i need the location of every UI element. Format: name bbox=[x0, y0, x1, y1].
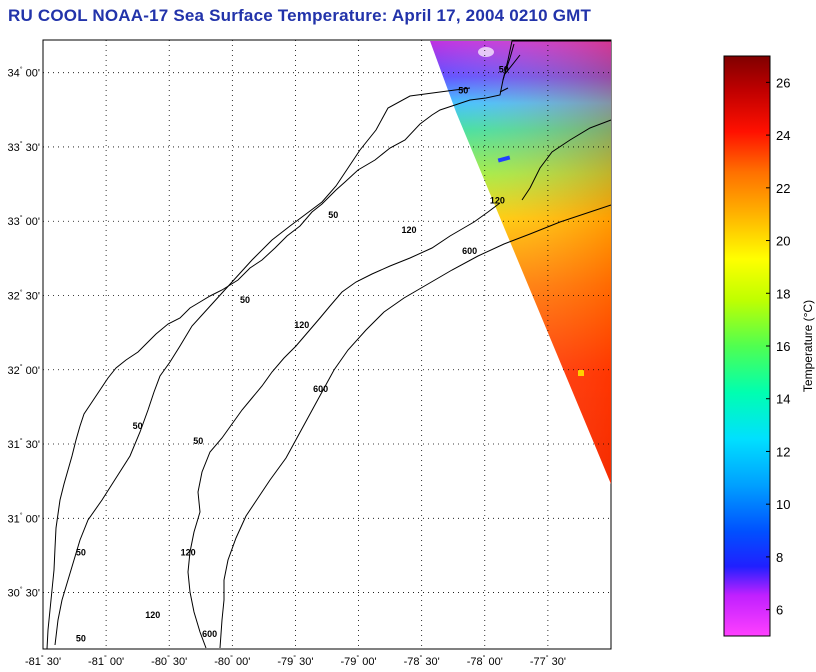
isobath-label: 50 bbox=[76, 547, 86, 557]
latitude-tick-label: 34° 00' bbox=[8, 66, 40, 80]
coastline bbox=[46, 40, 611, 650]
colorbar-label: Temperature (°C) bbox=[801, 300, 815, 392]
latitude-tick-label: 32° 00' bbox=[8, 363, 40, 377]
isobath-label: 50 bbox=[458, 85, 468, 95]
isobath-label: 50 bbox=[328, 210, 338, 220]
colorbar-tick-label: 14 bbox=[776, 392, 790, 407]
colorbar-tick-label: 6 bbox=[776, 603, 783, 618]
longitude-tick-label: -78° 30' bbox=[404, 654, 440, 668]
longitude-tick-label: -81° 30' bbox=[25, 654, 61, 668]
longitude-tick-label: -79° 00' bbox=[340, 654, 376, 668]
latitude-tick-label: 32° 30' bbox=[8, 288, 40, 302]
colorbar-tick-label: 24 bbox=[776, 128, 790, 143]
colorbar-tick-label: 26 bbox=[776, 75, 790, 90]
colorbar-tick-label: 22 bbox=[776, 181, 790, 196]
latitude-tick-label: 31° 00' bbox=[8, 511, 40, 525]
isobath-label: 600 bbox=[462, 246, 477, 256]
isobath-labels: 50 50 120 600 50 120 50 120 600 50 50 50 120 120 600 50 bbox=[76, 65, 509, 644]
latitude-tick-label: 33° 00' bbox=[8, 214, 40, 228]
longitude-tick-label: -80° 30' bbox=[151, 654, 187, 668]
longitude-tick-label: -81° 00' bbox=[88, 654, 124, 668]
isobath-label: 600 bbox=[202, 629, 217, 639]
latitude-tick-label: 33° 30' bbox=[8, 140, 40, 154]
colorbar-tick-label: 20 bbox=[776, 234, 790, 249]
sst-swath bbox=[430, 41, 611, 484]
coastline-inlets bbox=[499, 43, 521, 93]
longitude-tick-label: -79° 30' bbox=[277, 654, 313, 668]
isobath-label: 120 bbox=[402, 225, 417, 235]
isobath-label: 120 bbox=[490, 195, 505, 205]
isobath-label: 50 bbox=[240, 295, 250, 305]
longitude-tick-labels: -81° 30' -81° 00' -80° 30' -80° 00' -79° 30'… bbox=[25, 654, 566, 668]
longitude-tick-label: -78° 00' bbox=[467, 654, 503, 668]
isobath-label: 120 bbox=[145, 610, 160, 620]
latitude-tick-label: 31° 30' bbox=[8, 437, 40, 451]
colorbar-tick-label: 16 bbox=[776, 339, 790, 354]
colorbar-tick-label: 10 bbox=[776, 497, 790, 512]
isobath-label: 120 bbox=[294, 320, 309, 330]
colorbar-tick-label: 12 bbox=[776, 444, 790, 459]
colorbar: 6 8 10 12 14 16 18 20 22 24 26 Temperature (°C) bbox=[723, 55, 815, 637]
map-title: RU COOL NOAA-17 Sea Surface Temperature:… bbox=[8, 6, 592, 25]
colorbar-tick-label: 18 bbox=[776, 286, 790, 301]
longitude-tick-label: -80° 00' bbox=[214, 654, 250, 668]
latitude-tick-label: 30° 30' bbox=[8, 586, 40, 600]
colorbar-ticks: 6 8 10 12 14 16 18 20 22 24 26 bbox=[766, 75, 790, 618]
isobath-label: 50 bbox=[499, 65, 509, 75]
isobath-label: 120 bbox=[181, 547, 196, 557]
colorbar-tick-label: 8 bbox=[776, 550, 783, 565]
isobath-label: 50 bbox=[76, 634, 86, 644]
longitude-tick-label: -77° 30' bbox=[530, 654, 566, 668]
latitude-tick-labels: 34° 00' 33° 30' 33° 00' 32° 30' 32° 00' 31° 3… bbox=[8, 66, 40, 600]
isobath-label: 600 bbox=[313, 384, 328, 394]
isobath-label: 50 bbox=[193, 436, 203, 446]
colorbar-gradient bbox=[723, 55, 771, 637]
isobath-label: 50 bbox=[133, 421, 143, 431]
isobaths bbox=[54, 87, 612, 649]
